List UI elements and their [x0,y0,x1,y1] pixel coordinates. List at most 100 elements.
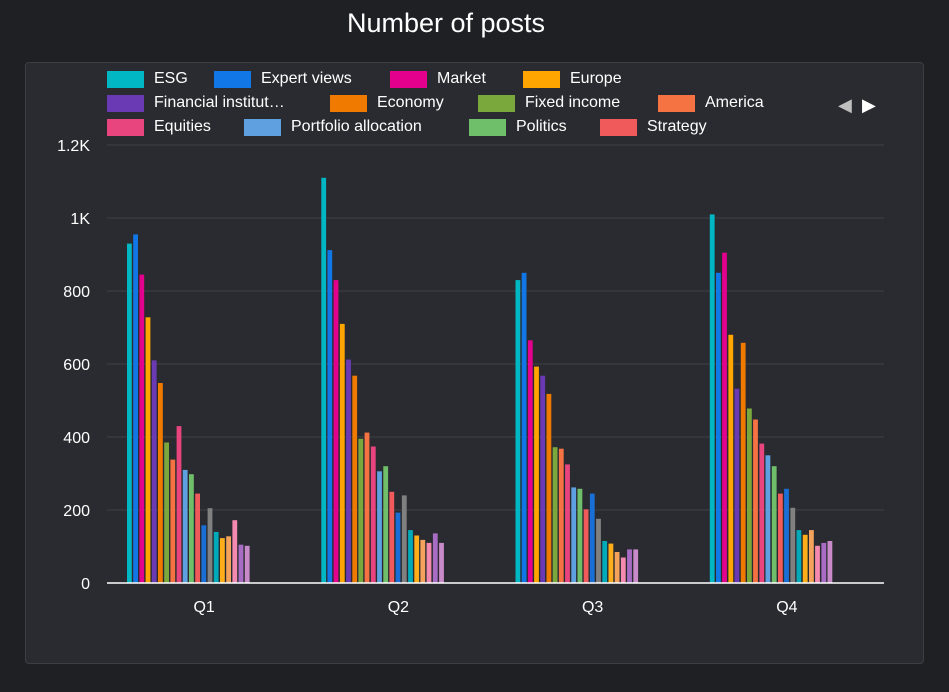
bar[interactable] [759,443,765,583]
bar[interactable] [170,459,176,583]
bar[interactable] [244,545,250,583]
bar[interactable] [753,419,758,584]
x-tick-label: Q4 [776,599,797,616]
bar[interactable] [164,442,169,584]
bar[interactable] [540,375,546,583]
bar[interactable] [596,518,601,583]
bar[interactable] [571,487,577,583]
bar[interactable] [401,495,407,583]
bar[interactable] [139,274,145,583]
legend-item[interactable]: Politics [469,116,567,138]
bar[interactable] [614,552,620,583]
bar[interactable] [389,491,395,584]
bar[interactable] [620,557,626,584]
bar[interactable] [534,366,539,583]
bar[interactable] [602,541,608,583]
bar[interactable] [802,534,808,583]
bar[interactable] [238,544,244,583]
legend-item[interactable]: Financial institut… [107,92,285,114]
legend-swatch [330,94,367,112]
bar[interactable] [408,530,413,583]
bar[interactable] [426,542,432,583]
bar[interactable] [207,508,213,583]
bar[interactable] [432,533,438,583]
bar[interactable] [784,488,789,583]
legend-item[interactable]: Expert views [214,68,352,90]
bar[interactable] [709,214,715,583]
bar[interactable] [358,438,364,583]
legend-swatch [523,70,560,88]
bar[interactable] [790,507,796,583]
bar[interactable] [734,388,740,583]
bar[interactable] [608,543,614,583]
legend-label: Politics [516,118,567,135]
legend-item[interactable]: ESG [107,68,188,90]
bar[interactable] [527,340,533,583]
bar[interactable] [765,455,771,584]
bar[interactable] [414,535,420,584]
legend-label: Europe [570,70,622,87]
bar[interactable] [145,317,151,583]
bar[interactable] [127,243,132,583]
bar[interactable] [728,334,734,583]
bar[interactable] [815,545,820,583]
bar[interactable] [796,530,802,583]
bar[interactable] [377,471,382,583]
bar[interactable] [778,493,783,583]
bar[interactable] [220,538,225,583]
legend-item[interactable]: Fixed income [478,92,620,114]
legend-item[interactable]: Europe [523,68,622,90]
bar[interactable] [158,383,163,583]
bar[interactable] [627,549,632,583]
bar[interactable] [370,446,376,584]
bar[interactable] [232,520,238,583]
bar[interactable] [722,252,727,583]
legend-item[interactable]: Equities [107,116,211,138]
bar[interactable] [321,177,327,584]
legend-item[interactable]: America [658,92,764,114]
bar[interactable] [633,549,639,583]
bar[interactable] [201,525,207,583]
legend-item[interactable]: Economy [330,92,444,114]
bar[interactable] [740,342,746,583]
bar[interactable] [133,234,138,583]
bar[interactable] [521,272,527,584]
bar[interactable] [352,375,358,583]
bar[interactable] [809,530,814,583]
bar[interactable] [716,272,721,584]
bar[interactable] [552,447,558,583]
bar[interactable] [383,466,389,583]
legend-prev-arrow-icon[interactable]: ◀ [838,95,852,115]
legend-item[interactable]: Portfolio allocation [244,116,422,138]
x-tick-label: Q3 [582,599,603,616]
bar[interactable] [333,280,339,583]
bar[interactable] [546,393,552,583]
legend-item[interactable]: Market [390,68,486,90]
bar[interactable] [364,432,370,583]
bar[interactable] [195,493,200,583]
legend-item[interactable]: Strategy [600,116,707,138]
bar[interactable] [189,474,194,583]
bar[interactable] [558,448,564,583]
bar[interactable] [327,250,333,583]
bar[interactable] [151,360,157,583]
bar[interactable] [515,280,521,583]
bar[interactable] [747,408,752,584]
bar[interactable] [583,509,589,583]
bar[interactable] [339,323,345,583]
bar[interactable] [771,466,777,583]
bar[interactable] [565,464,570,583]
bar[interactable] [821,542,827,583]
bar[interactable] [182,469,188,583]
bar[interactable] [589,493,595,583]
legend-next-arrow-icon[interactable]: ▶ [862,95,876,115]
bar[interactable] [213,531,219,583]
bar[interactable] [827,541,833,583]
bar[interactable] [420,539,426,583]
bar[interactable] [577,488,583,583]
bar[interactable] [176,426,182,583]
bar[interactable] [439,542,444,583]
bar[interactable] [346,359,351,583]
bar[interactable] [226,536,231,583]
bar[interactable] [395,512,401,583]
